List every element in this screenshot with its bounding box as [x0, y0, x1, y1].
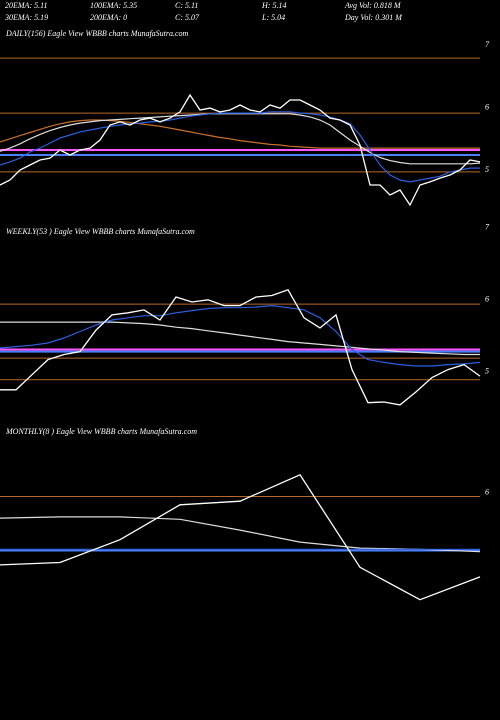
- panel-title: MONTHLY(8 ) Eagle View WBBB charts Munaf…: [5, 427, 197, 436]
- panel-title: WEEKLY(53 ) Eagle View WBBB charts Munaf…: [6, 227, 195, 236]
- series-line: [0, 321, 480, 356]
- series-line: [0, 473, 481, 601]
- header-stat: 200EMA: 0: [90, 13, 127, 22]
- header-stat: 20EMA: 5.11: [5, 1, 48, 10]
- header-stat: C: 5.07: [175, 13, 200, 22]
- series-line: [0, 113, 481, 165]
- header-stat: 100EMA: 5.35: [90, 1, 137, 10]
- header-stat: Day Vol: 0.301 M: [344, 13, 403, 22]
- header-stat: C: 5.11: [175, 1, 198, 10]
- y-tick-label: 6: [485, 488, 489, 497]
- header-stat: H: 5.14: [261, 1, 286, 10]
- series-line: [0, 119, 480, 149]
- header-stat: L: 5.04: [261, 13, 285, 22]
- y-tick-label: 5: [485, 367, 489, 376]
- series-line: [0, 93, 481, 207]
- series-line: [0, 304, 481, 367]
- y-tick-label: 6: [485, 102, 489, 111]
- header-stat: 30EMA: 5.19: [4, 13, 48, 22]
- panel-title: DAILY(156) Eagle View WBBB charts Munafa…: [5, 29, 189, 38]
- series-line: [0, 289, 481, 406]
- header-stat: Avg Vol: 0.818 M: [344, 1, 402, 10]
- y-tick-label: 5: [485, 165, 489, 174]
- y-tick-label: 7: [485, 223, 490, 232]
- series-line: [0, 111, 480, 183]
- y-tick-label: 7: [485, 40, 490, 49]
- y-tick-label: 6: [485, 295, 489, 304]
